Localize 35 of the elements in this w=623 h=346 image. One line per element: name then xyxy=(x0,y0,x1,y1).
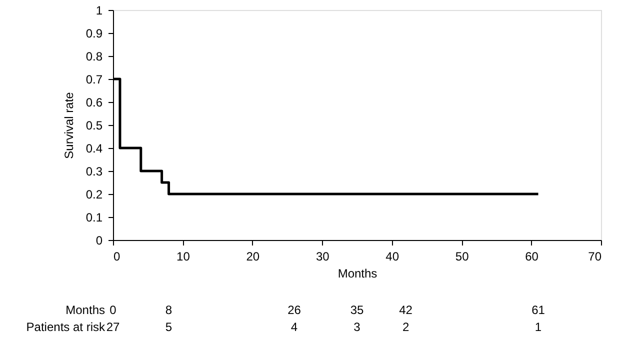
text: 35 xyxy=(350,303,364,317)
text: 42 xyxy=(399,303,413,317)
text: 27 xyxy=(106,320,120,334)
x-tick-label: 70 xyxy=(588,250,602,264)
y-tick-label: 0.3 xyxy=(86,164,103,178)
text: 1 xyxy=(534,320,542,334)
x-tick-label: 10 xyxy=(176,250,190,264)
y-tick-label: 0 xyxy=(96,234,103,248)
x-tick-label: 20 xyxy=(246,250,260,264)
text: 61 xyxy=(532,303,546,317)
text: 26 xyxy=(288,303,302,317)
x-tick-label: 60 xyxy=(525,250,539,264)
text: 5 xyxy=(165,320,172,334)
y-tick-label: 0.9 xyxy=(86,26,103,40)
y-tick-label: 0.8 xyxy=(86,50,103,64)
x-tick-label: 50 xyxy=(455,250,470,264)
y-tick-label: 0.2 xyxy=(86,188,103,202)
text: 8 xyxy=(165,303,172,317)
text: 2 xyxy=(402,320,410,334)
x-tick-label: 0 xyxy=(114,250,120,264)
text: 3 xyxy=(354,320,361,334)
y-tick-label: 0.4 xyxy=(86,142,103,156)
text: Months xyxy=(66,303,105,317)
y-tick-label: 0.6 xyxy=(86,96,103,110)
y-axis-title: Survival rate xyxy=(62,92,76,159)
text: Patients at risk xyxy=(26,320,106,334)
text: 0 xyxy=(110,303,117,317)
y-tick-label: 0.7 xyxy=(86,72,103,86)
text: 4 xyxy=(290,320,298,334)
x-tick-label: 30 xyxy=(316,250,330,264)
y-tick-label: 0.5 xyxy=(86,118,103,132)
y-tick-label: 0.1 xyxy=(86,210,103,224)
y-tick-label: 1 xyxy=(96,4,103,18)
x-axis-title: Months xyxy=(338,266,378,280)
x-tick-label: 40 xyxy=(386,250,400,264)
